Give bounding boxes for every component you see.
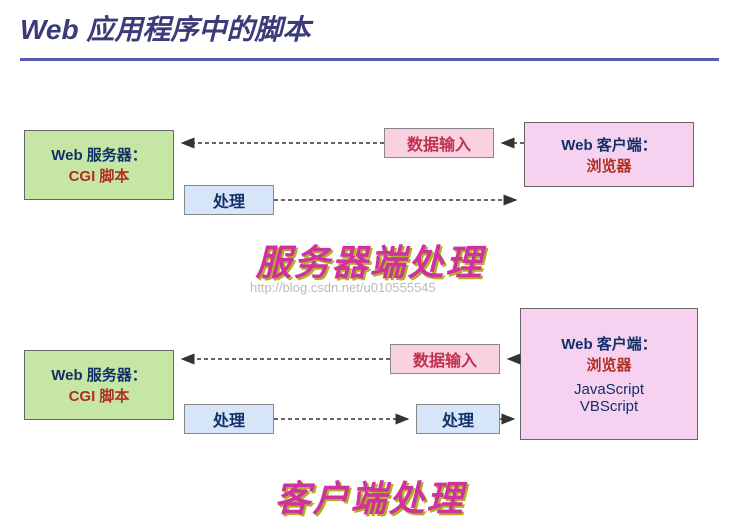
server-box-1-line2: CGI 脚本 bbox=[69, 165, 130, 186]
client-box-2-line2: 浏览器 bbox=[586, 354, 631, 375]
client-box-2-line3a: JavaScript bbox=[574, 381, 644, 398]
process-label-1: 处理 bbox=[184, 185, 274, 215]
data-input-label-2: 数据输入 bbox=[390, 344, 500, 374]
server-box-2-line2: CGI 脚本 bbox=[69, 385, 130, 406]
client-box-2: Web 客户端： 浏览器 JavaScript VBScript bbox=[520, 308, 698, 440]
server-box-1-line1: Web 服务器： bbox=[51, 144, 147, 165]
server-box-1: Web 服务器： CGI 脚本 bbox=[24, 130, 174, 200]
watermark-text: http://blog.csdn.net/u010555545 bbox=[250, 280, 436, 295]
client-box-1-line2: 浏览器 bbox=[586, 155, 631, 176]
diagram-canvas: Web 服务器： CGI 脚本 Web 客户端： 浏览器 数据输入 处理 服务器… bbox=[0, 0, 739, 532]
server-box-2-line1: Web 服务器： bbox=[51, 364, 147, 385]
client-box-2-line1: Web 客户端： bbox=[561, 333, 657, 354]
client-box-1-line1: Web 客户端： bbox=[561, 134, 657, 155]
server-box-2: Web 服务器： CGI 脚本 bbox=[24, 350, 174, 420]
client-box-2-line3b: VBScript bbox=[580, 398, 638, 415]
process-label-2-left: 处理 bbox=[184, 404, 274, 434]
client-box-1: Web 客户端： 浏览器 bbox=[524, 122, 694, 187]
process-label-2-right: 处理 bbox=[416, 404, 500, 434]
client-side-caption: 客户端处理 bbox=[0, 470, 739, 522]
data-input-label-1: 数据输入 bbox=[384, 128, 494, 158]
server-side-caption: 服务器端处理 bbox=[0, 234, 739, 286]
